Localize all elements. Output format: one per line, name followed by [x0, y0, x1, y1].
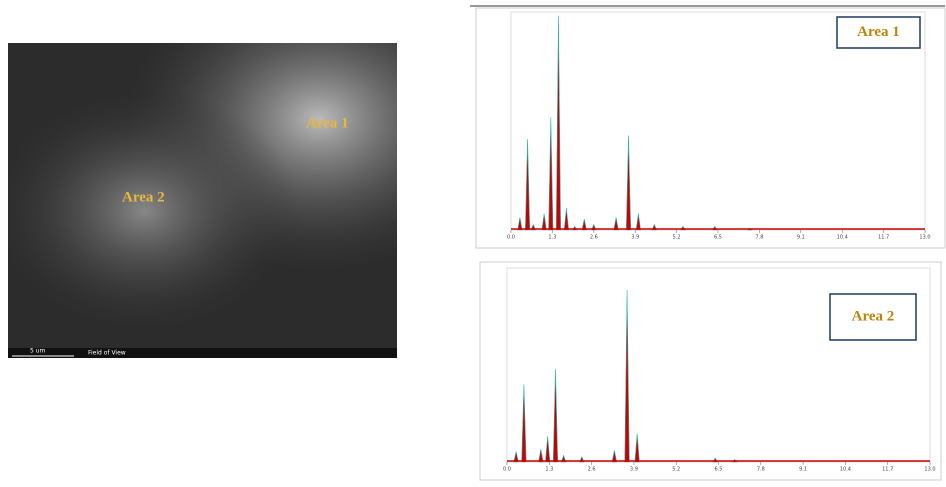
x-tick-label: 9.1	[799, 467, 807, 473]
x-tick-label: 11.7	[878, 235, 889, 241]
x-tick-label: 6.5	[715, 467, 723, 473]
x-tick-label: 5.2	[672, 467, 680, 473]
x-tick-label: 9.1	[797, 235, 805, 241]
x-tick-label: 3.9	[631, 235, 639, 241]
x-tick-label: 2.6	[590, 235, 598, 241]
x-tick-label: 13.0	[919, 235, 930, 241]
x-tick-label: 2.6	[588, 467, 596, 473]
scale-bar: 5 um	[30, 348, 46, 355]
figure: 5 um Field of View Area 1 Area 2 0.0 1.3 2…	[0, 0, 946, 482]
area-label: Area 1	[306, 115, 349, 131]
x-tick-label: 7.8	[755, 235, 763, 241]
footer: Field of View	[88, 350, 126, 357]
x-tick-label: 5.2	[673, 235, 681, 241]
chart-title: Area 2	[852, 308, 895, 324]
x-tick-label: 1.3	[548, 235, 556, 241]
area-label: Area 2	[122, 189, 165, 205]
chart-title: Area 1	[857, 24, 900, 40]
x-tick-label: 13.0	[924, 467, 935, 473]
x-tick-label: 6.5	[714, 235, 722, 241]
x-tick-label: 0.0	[503, 467, 511, 473]
x-tick-label: 11.7	[882, 467, 893, 473]
x-tick-label: 10.4	[837, 235, 848, 241]
sem-image: 5 um Field of View Area 1 Area 2	[8, 43, 397, 358]
x-tick-label: 3.9	[630, 467, 638, 473]
x-tick-label: 1.3	[545, 467, 553, 473]
x-tick-label: 0.0	[507, 235, 515, 241]
x-tick-label: 10.4	[840, 467, 851, 473]
x-tick-label: 7.8	[757, 467, 765, 473]
